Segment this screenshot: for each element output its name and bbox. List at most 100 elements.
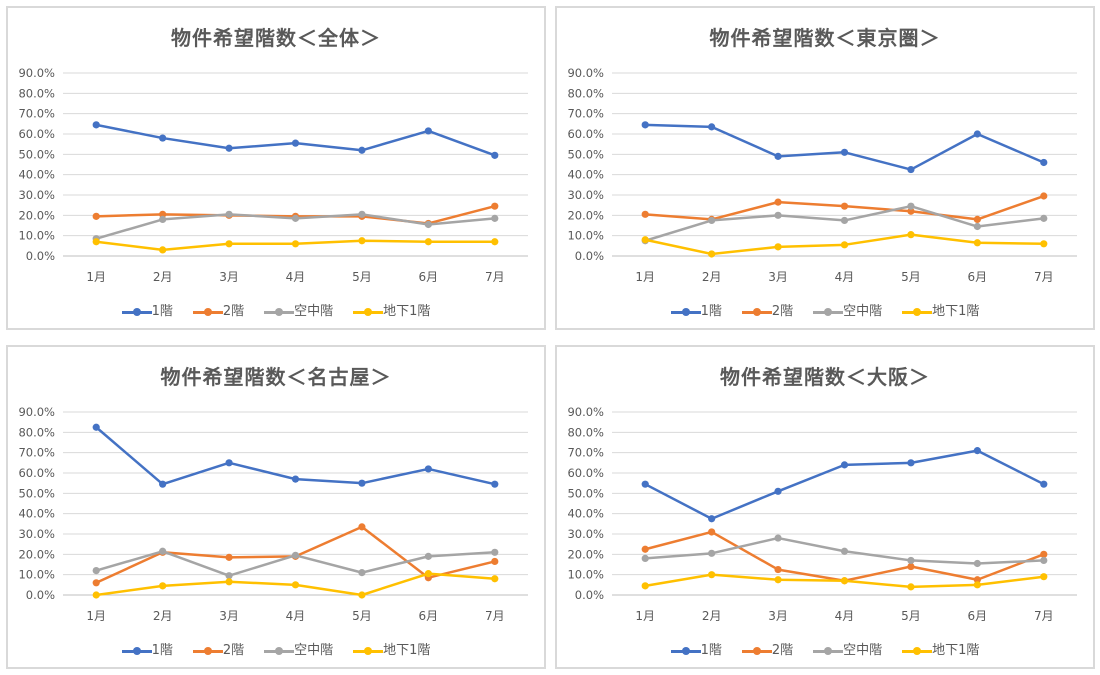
legend-marker xyxy=(813,306,844,318)
data-point xyxy=(159,547,167,555)
data-point xyxy=(358,210,366,218)
data-point xyxy=(907,562,915,571)
data-point xyxy=(491,480,499,488)
x-tick-label: 2月 xyxy=(702,609,722,623)
data-point xyxy=(907,556,915,565)
data-point xyxy=(424,465,432,473)
x-tick-label: 4月 xyxy=(835,609,855,623)
legend-marker xyxy=(192,306,223,318)
data-point xyxy=(291,240,300,248)
legend-item: 2階 xyxy=(192,639,245,658)
data-point xyxy=(840,547,849,555)
data-point xyxy=(973,222,981,231)
data-point xyxy=(1040,192,1048,200)
x-tick-label: 1月 xyxy=(86,609,106,623)
data-point xyxy=(491,557,499,566)
data-point xyxy=(1040,550,1048,558)
chart-legend: 1階 2階 空中階 地下1階 xyxy=(557,300,1093,319)
legend-item: 空中階 xyxy=(813,639,882,658)
data-point xyxy=(973,239,981,247)
x-tick-label: 7月 xyxy=(1034,609,1054,623)
data-point xyxy=(1040,480,1048,488)
data-point xyxy=(358,569,366,577)
y-tick-label: 20.0% xyxy=(18,208,55,222)
data-point xyxy=(92,212,100,220)
legend-marker xyxy=(741,645,772,657)
data-point xyxy=(973,130,981,138)
x-tick-label: 1月 xyxy=(86,270,106,284)
y-tick-label: 60.0% xyxy=(567,466,604,480)
legend-item: 空中階 xyxy=(264,639,333,658)
data-point xyxy=(424,552,432,560)
legend-item: 2階 xyxy=(741,639,793,658)
data-point xyxy=(973,581,981,589)
data-point xyxy=(424,220,432,229)
data-point xyxy=(840,577,849,585)
data-point xyxy=(491,575,499,583)
data-point xyxy=(840,241,849,249)
legend-label: 地下1階 xyxy=(932,304,980,319)
series-line xyxy=(644,449,1045,520)
data-point xyxy=(708,250,716,258)
data-point xyxy=(159,246,167,254)
data-point xyxy=(1040,556,1048,565)
legend-item: 地下1階 xyxy=(902,639,979,658)
data-point xyxy=(641,582,649,590)
legend-marker xyxy=(813,645,844,657)
x-tick-label: 3月 xyxy=(219,270,239,284)
legend-label: 2階 xyxy=(222,643,245,658)
x-tick-label: 5月 xyxy=(352,270,372,284)
y-tick-label: 50.0% xyxy=(18,486,55,500)
data-point xyxy=(774,576,782,584)
data-point xyxy=(907,207,915,215)
x-tick-label: 3月 xyxy=(768,270,788,284)
data-point xyxy=(774,198,782,206)
data-point xyxy=(1040,240,1048,248)
data-point xyxy=(907,231,915,239)
data-point xyxy=(774,487,782,495)
x-tick-label: 3月 xyxy=(768,609,788,623)
y-tick-label: 40.0% xyxy=(18,507,55,521)
data-point xyxy=(973,576,981,584)
data-point xyxy=(708,571,716,579)
data-point xyxy=(1040,214,1048,222)
data-point xyxy=(708,528,716,536)
data-point xyxy=(840,148,849,156)
y-tick-label: 80.0% xyxy=(567,425,604,439)
x-tick-label: 6月 xyxy=(968,609,988,623)
chart-title: 物件希望階数＜東京圏＞ xyxy=(709,26,941,50)
legend-item: 地下1階 xyxy=(353,639,430,658)
legend-label: 1階 xyxy=(700,304,722,319)
data-point xyxy=(159,134,167,142)
x-tick-label: 6月 xyxy=(968,270,988,284)
x-tick-label: 3月 xyxy=(219,609,239,623)
legend-item: 地下1階 xyxy=(902,300,979,319)
y-tick-label: 40.0% xyxy=(567,168,604,182)
y-tick-label: 20.0% xyxy=(567,208,604,222)
y-tick-label: 10.0% xyxy=(567,568,604,582)
y-tick-label: 30.0% xyxy=(18,527,55,541)
data-point xyxy=(225,553,233,561)
chart-legend: 1階 2階 空中階 地下1階 xyxy=(557,639,1093,658)
y-tick-label: 10.0% xyxy=(18,568,55,582)
data-point xyxy=(159,480,167,488)
legend-item: 1階 xyxy=(121,639,173,658)
x-tick-label: 6月 xyxy=(419,270,439,284)
data-point xyxy=(708,515,716,523)
y-tick-label: 50.0% xyxy=(567,486,604,500)
line-chart: 0.0% 10.0% 20.0% 30.0% 40.0% 50.0% 60.0% 70.0% 8… xyxy=(567,66,1077,284)
data-point xyxy=(840,216,849,225)
chart-panel-tokyo: 物件希望階数＜東京圏＞ 0.0% 10.0% 20.0% 30.0% 40.0% 50.0… xyxy=(555,6,1095,330)
data-point xyxy=(840,461,849,469)
y-tick-label: 30.0% xyxy=(18,188,55,202)
y-tick-label: 90.0% xyxy=(567,66,604,80)
data-point xyxy=(708,123,716,131)
y-tick-label: 40.0% xyxy=(18,168,55,182)
y-tick-label: 60.0% xyxy=(18,127,55,141)
legend-label: 2階 xyxy=(222,304,245,319)
data-point xyxy=(907,202,915,210)
y-tick-label: 20.0% xyxy=(567,547,604,561)
chart-panel-osaka: 物件希望階数＜大阪＞ 0.0% 10.0% 20.0% 30.0% 40.0% 50.0%… xyxy=(555,345,1095,669)
y-tick-label: 80.0% xyxy=(567,86,604,100)
legend-marker xyxy=(353,645,384,657)
